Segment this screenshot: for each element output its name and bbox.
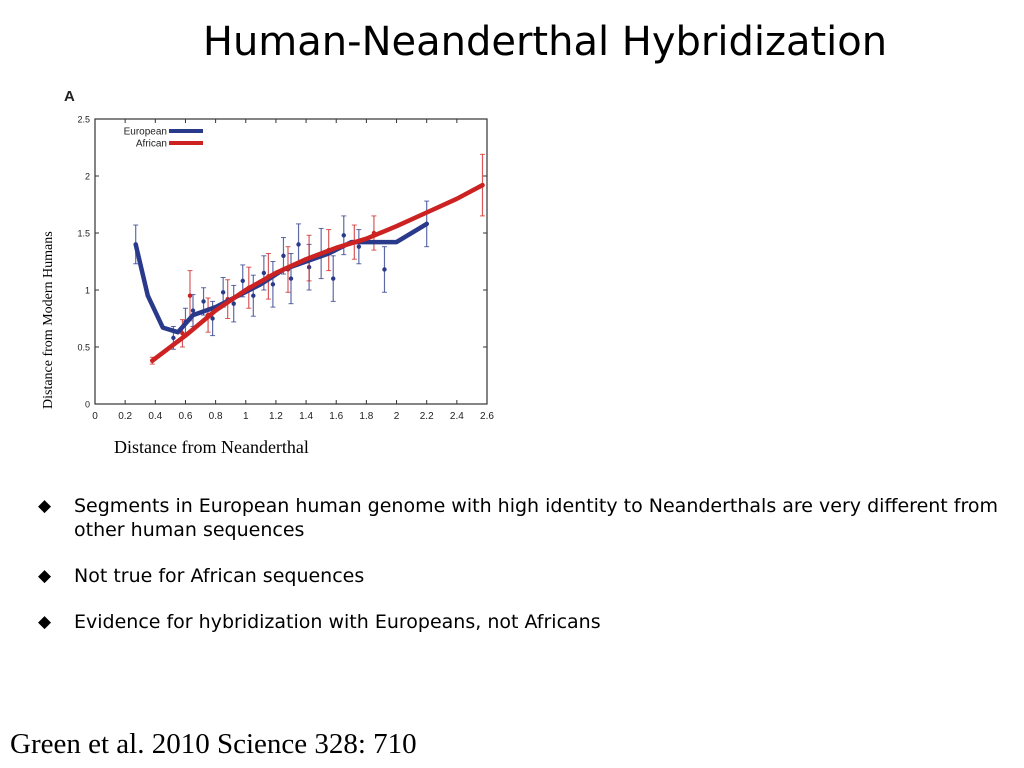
data-point — [296, 242, 301, 247]
bullet-item: ◆ Not true for African sequences — [38, 564, 1024, 588]
legend-label: African — [136, 139, 167, 150]
x-tick-label: 2.4 — [450, 411, 464, 422]
data-point — [382, 267, 387, 272]
y-tick-label: 1.5 — [77, 229, 90, 239]
y-tick-label: 0 — [85, 400, 90, 410]
bullet-text: Not true for African sequences — [74, 565, 365, 587]
diamond-bullet-icon: ◆ — [38, 496, 52, 516]
bullet-text: Evidence for hybridization with European… — [74, 611, 601, 633]
x-tick-label: 0.2 — [118, 411, 132, 422]
x-tick-label: 1.6 — [329, 411, 343, 422]
data-point — [270, 282, 276, 287]
y-axis-label: Distance from Modern Humans — [41, 230, 57, 410]
data-point — [210, 316, 215, 321]
data-point — [356, 244, 362, 249]
data-point — [251, 293, 256, 298]
x-tick-label: 0.6 — [179, 411, 193, 422]
scatter-line-chart: 0 0.2 0.4 0.6 0.8 1 1.2 1.4 1.6 1.8 2 2.2 2.4 2.6 0 0.5… — [77, 115, 494, 423]
series-line-african — [150, 182, 485, 363]
data-point — [171, 335, 176, 341]
legend-label: European — [124, 127, 167, 138]
y-tick-label: 0.5 — [77, 343, 90, 353]
y-tick-label: 1 — [85, 286, 90, 296]
bullet-item: ◆ Segments in European human genome with… — [38, 494, 1024, 542]
data-point — [341, 233, 346, 238]
data-point — [231, 301, 236, 306]
diamond-bullet-icon: ◆ — [38, 566, 52, 586]
citation: Green et al. 2010 Science 328: 710 — [10, 728, 417, 760]
plot-frame — [94, 118, 488, 405]
x-tick-label: 0.4 — [148, 411, 162, 422]
series-european — [133, 200, 430, 350]
x-tick-label: 0 — [92, 411, 98, 422]
data-point — [331, 276, 336, 281]
data-point — [281, 253, 286, 258]
diamond-bullet-icon: ◆ — [38, 612, 52, 632]
data-point — [190, 308, 196, 313]
x-tick-label: 2.6 — [480, 411, 494, 422]
data-point — [288, 276, 294, 281]
x-tick-label: 2.2 — [420, 411, 434, 422]
panel-label: A — [64, 88, 75, 105]
series-line-european — [133, 221, 429, 335]
slide-title: Human-Neanderthal Hybridization — [202, 19, 888, 65]
x-tick-label: 1.8 — [359, 411, 373, 422]
y-tick-label: 2.5 — [77, 115, 90, 125]
data-point — [220, 290, 226, 295]
data-point — [201, 299, 206, 304]
bullet-text: Segments in European human genome with h… — [74, 495, 999, 541]
data-point — [261, 270, 267, 276]
x-tick-label: 0.8 — [209, 411, 223, 422]
data-point — [240, 278, 245, 284]
x-axis-label: Distance from Neanderthal — [112, 437, 311, 458]
x-tick-label: 2 — [394, 411, 400, 422]
x-tick-label: 1 — [243, 411, 249, 422]
x-tick-label: 1.4 — [299, 411, 313, 422]
bullet-item: ◆ Evidence for hybridization with Europe… — [38, 610, 1024, 634]
bullet-list: ◆ Segments in European human genome with… — [38, 494, 1024, 656]
x-tick-label: 1.2 — [269, 411, 283, 422]
data-point — [187, 293, 193, 298]
y-tick-label: 2 — [85, 172, 90, 182]
